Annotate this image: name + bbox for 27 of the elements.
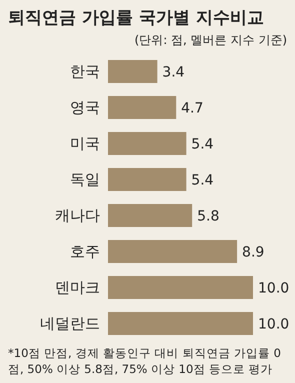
y-tick-label: 영국 [70, 98, 100, 116]
data-label: 10.0 [258, 316, 290, 332]
bar [108, 60, 158, 83]
data-label: 4.7 [181, 100, 204, 116]
y-tick-label: 한국 [70, 62, 100, 80]
chart-title: 퇴직연금 가입률 국가별 지수비교 [7, 7, 265, 29]
y-tick-label: 독일 [70, 170, 100, 188]
y-tick-label: 네덜란드 [40, 314, 100, 332]
bar [108, 96, 176, 119]
text: *10점 만점, 경제 활동인구 대비 퇴직연금 가입률 0점, 50% 이상 5.8점, 75% 이상 10점 등으로 평가 [7, 345, 282, 377]
bar [108, 240, 238, 263]
data-label: 8.9 [242, 244, 264, 260]
data-label: 3.4 [162, 64, 185, 80]
data-label: 10.0 [258, 280, 290, 296]
data-label: 5.8 [197, 208, 220, 224]
y-tick-label: 미국 [70, 134, 100, 152]
y-tick-label: 캐나다 [55, 206, 100, 224]
data-label: 5.4 [191, 172, 214, 188]
bar [108, 312, 253, 335]
bar [108, 168, 186, 191]
y-tick-label: 덴마크 [55, 278, 100, 296]
data-label: 5.4 [191, 136, 214, 152]
y-tick-label: 호주 [70, 242, 100, 260]
bar [108, 204, 192, 227]
chart-subtitle: (단위: 점, 멜버른 지수 기준) [134, 32, 288, 49]
bar [108, 132, 186, 155]
bar [108, 276, 253, 299]
